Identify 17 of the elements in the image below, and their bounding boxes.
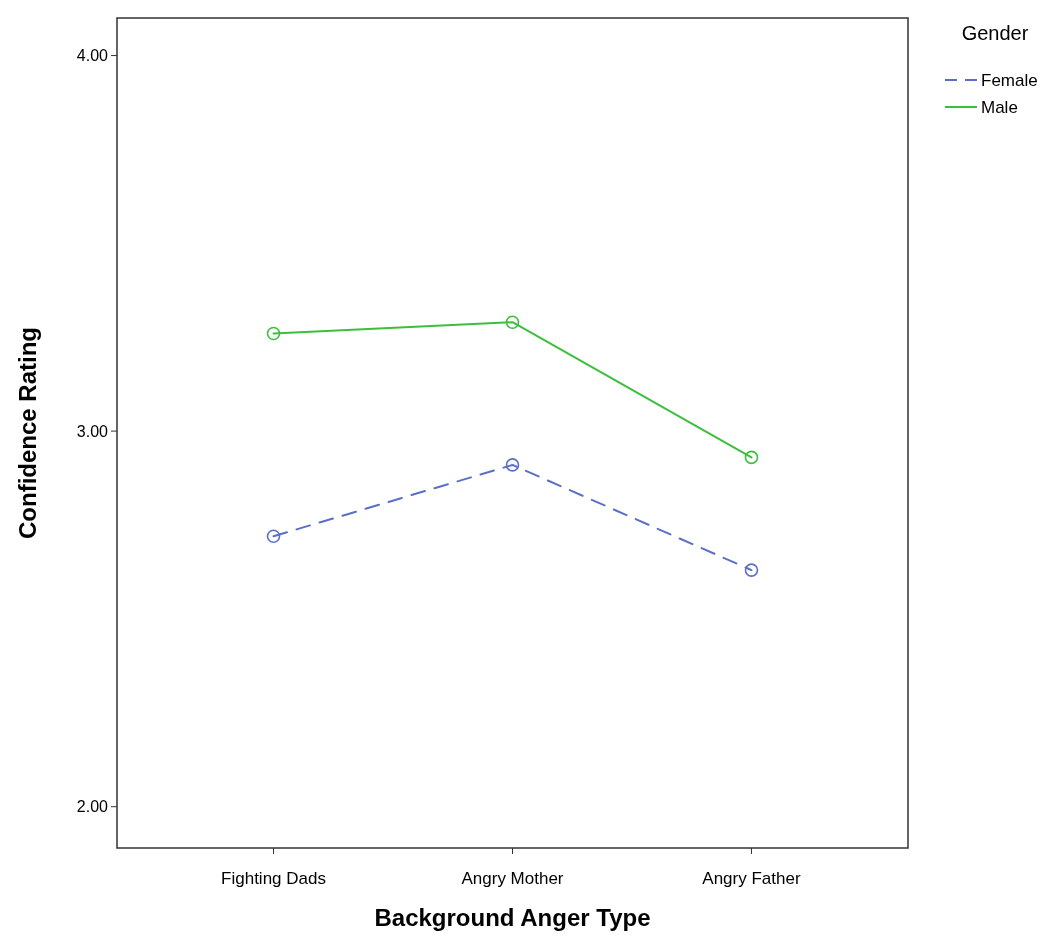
x-tick-label: Angry Father [702, 869, 801, 888]
point [266, 326, 281, 341]
x-tick-label: Angry Mother [461, 869, 564, 888]
point [744, 450, 759, 465]
legend-title: Gender [961, 22, 1029, 44]
point [744, 563, 759, 577]
point [505, 315, 520, 330]
y-tick-label: 4.00 [76, 47, 109, 65]
y-tick-label: 3.00 [76, 422, 109, 440]
x-axis-title: Background Anger Type [374, 904, 651, 931]
point [505, 458, 520, 472]
x-tick-label: Fighting Dads [221, 869, 326, 888]
legend-label: Male [981, 97, 1018, 117]
point [266, 529, 281, 544]
legend-label: Female [981, 70, 1038, 90]
y-tick-label: 2.00 [76, 798, 109, 816]
y-axis-title: Confidence Rating [14, 326, 41, 540]
